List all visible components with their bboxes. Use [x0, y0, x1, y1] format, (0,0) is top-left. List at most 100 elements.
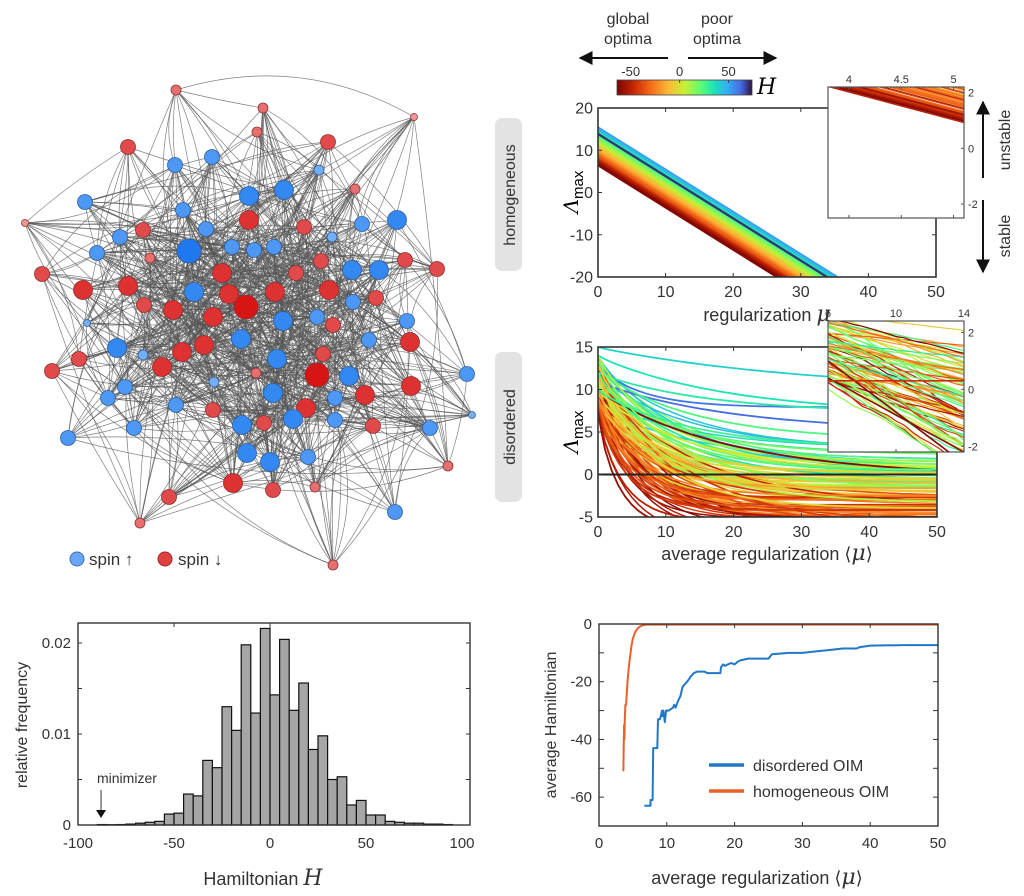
- network-edge: [161, 366, 265, 424]
- network-edge: [161, 366, 171, 498]
- spin-up-node: [345, 294, 361, 310]
- stable-label: stable: [997, 215, 1014, 258]
- network-edge: [332, 268, 438, 566]
- x-tick-label: 0: [595, 835, 603, 852]
- spin-up-node: [342, 260, 362, 280]
- network-edge: [124, 386, 234, 484]
- histogram-bar: [202, 759, 214, 826]
- spin-up-node: [224, 239, 240, 255]
- spin-down-node: [309, 481, 321, 493]
- network-edge: [409, 341, 473, 416]
- spin-up-node: [184, 282, 204, 302]
- spin-up-node: [237, 443, 257, 463]
- legend-spin-up-label: spin ↑: [89, 550, 133, 569]
- network-edge: [396, 219, 468, 375]
- inset-line: [828, 28, 964, 64]
- y-tick-label: 10: [575, 143, 593, 160]
- network-edge: [273, 243, 380, 271]
- network-edge: [232, 375, 350, 484]
- inset-curve: [828, 340, 964, 404]
- histogram-bar: [317, 735, 329, 826]
- disordered-curve: [598, 372, 937, 484]
- network-edge: [361, 116, 415, 225]
- network-edge: [51, 164, 176, 372]
- histogram-bar: [250, 712, 262, 826]
- inset-line: [828, 7, 964, 43]
- inset-curve: [846, 321, 964, 363]
- x-axis-label: average regularization ⟨μ⟩: [651, 865, 862, 890]
- spin-down-node: [296, 398, 316, 418]
- homogeneous-series-line: [598, 132, 830, 277]
- inset-line: [828, 29, 964, 65]
- inset-line: [850, 87, 964, 118]
- network-edge: [213, 381, 234, 484]
- colorbar: -50 0 50 H: [616, 64, 777, 100]
- network-edge: [364, 394, 396, 513]
- spin-down-node: [349, 183, 361, 195]
- spin-up-node: [387, 210, 407, 230]
- homogeneous-oim-line: [622, 624, 938, 772]
- homogeneous-series-line: [598, 156, 791, 277]
- network-edge: [127, 285, 154, 524]
- series-lines: [622, 624, 938, 807]
- inset-curve: [828, 335, 964, 395]
- network-edge: [119, 236, 336, 399]
- inset-curve: [828, 360, 951, 452]
- network-edge: [24, 222, 207, 230]
- spin-up-node: [266, 239, 282, 255]
- inset-line: [837, 87, 964, 121]
- network-edge: [175, 75, 415, 118]
- network-edge: [327, 141, 406, 261]
- spin-down-node: [304, 362, 330, 388]
- pill-homogeneous: homogeneous: [495, 118, 522, 271]
- network-edge: [273, 240, 438, 270]
- y-axis-label: Λmax: [559, 170, 587, 215]
- inset-curve: [828, 356, 964, 447]
- inset-curve: [828, 346, 964, 397]
- inset-line: [828, 33, 964, 69]
- network-edge: [255, 367, 468, 375]
- spin-down-node: [397, 252, 413, 268]
- disordered-curve: [598, 393, 937, 480]
- optima-annotation: global optima poor optima: [578, 11, 778, 65]
- spin-up-node: [309, 309, 325, 325]
- network-edge: [322, 320, 408, 355]
- disordered-curve: [598, 383, 680, 517]
- spin-down-node: [73, 280, 93, 300]
- x-tick-label: 10: [658, 835, 675, 852]
- inset-line: [828, 25, 964, 61]
- network-edge: [305, 406, 473, 416]
- network-edge: [181, 351, 294, 420]
- inset-line: [828, 0, 964, 33]
- histogram-bar: [221, 706, 233, 826]
- inset-line: [911, 87, 964, 101]
- network-edge: [303, 226, 412, 387]
- network-edge: [139, 219, 250, 524]
- network-edge: [24, 222, 234, 484]
- colorbar-gradient: [616, 79, 753, 96]
- network-edge: [334, 188, 356, 399]
- network-edge: [334, 419, 431, 434]
- spin-up-node: [387, 504, 403, 520]
- network-edge: [149, 107, 264, 259]
- spin-up-node: [117, 379, 133, 395]
- network-edge: [127, 146, 190, 252]
- spin-up-node: [60, 430, 76, 446]
- network-edge: [394, 427, 431, 513]
- inset-curve: [875, 321, 964, 332]
- colorbar-tick-label: 50: [721, 64, 735, 79]
- histogram-chart: -100 -50 0 50 100 0 0.01 0.02 relative frequency…: [14, 622, 475, 891]
- inset-line: [856, 87, 964, 116]
- network-edge: [248, 195, 468, 375]
- inset-line: [828, 3, 964, 39]
- inset-line: [828, 22, 964, 58]
- spin-down-node: [170, 84, 182, 96]
- inset-line: [862, 87, 964, 114]
- homogeneous-line: [598, 130, 834, 277]
- x-tick-label: 10: [657, 284, 675, 301]
- network-edge: [211, 156, 216, 318]
- network-edge: [168, 404, 179, 498]
- network-edge: [334, 397, 431, 429]
- global-optima-label-line1: global: [607, 11, 650, 28]
